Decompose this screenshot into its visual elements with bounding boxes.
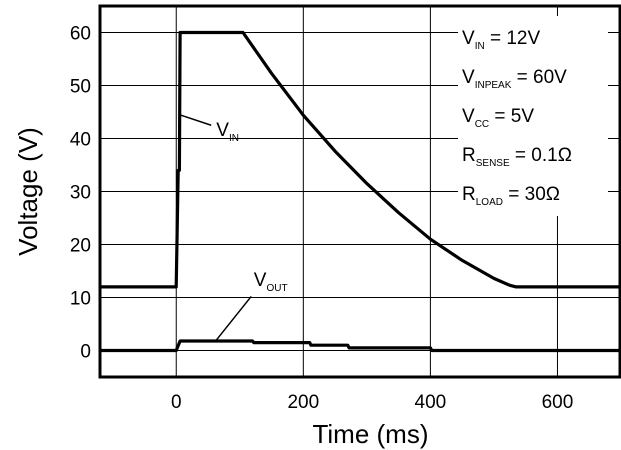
condition-annotation: VIN = 12V xyxy=(462,28,540,52)
y-tick-label: 60 xyxy=(70,24,91,45)
vin-series-label: VIN xyxy=(216,120,239,144)
y-tick-label: 50 xyxy=(70,77,91,98)
x-tick-label: 200 xyxy=(287,392,319,413)
series-line-vin xyxy=(100,30,621,289)
y-axis-title: Voltage (V) xyxy=(13,127,43,256)
vout-series-label: VOUT xyxy=(254,270,288,294)
y-tick-label: 40 xyxy=(70,130,91,151)
y-tick-label: 20 xyxy=(70,236,91,257)
x-axis-title: Time (ms) xyxy=(312,419,428,449)
annotation-background xyxy=(458,16,608,216)
condition-annotation: VCC = 5V xyxy=(462,106,534,130)
x-tick-label: 600 xyxy=(542,392,574,413)
y-tick-label: 0 xyxy=(80,342,91,363)
series-line-vout xyxy=(100,339,621,353)
y-tick-label: 10 xyxy=(70,289,91,310)
tick-labels: 0 200 400 600 0 10 20 30 40 50 60 xyxy=(70,24,573,414)
series-layer xyxy=(100,30,621,353)
vout-leader-line xyxy=(215,295,252,342)
x-tick-label: 0 xyxy=(171,392,182,413)
y-tick-label: 30 xyxy=(70,183,91,204)
vin-leader-line xyxy=(179,113,212,126)
x-tick-label: 400 xyxy=(415,392,447,413)
series-labels: VIN VOUT xyxy=(179,113,288,342)
plot-frame xyxy=(98,4,621,379)
